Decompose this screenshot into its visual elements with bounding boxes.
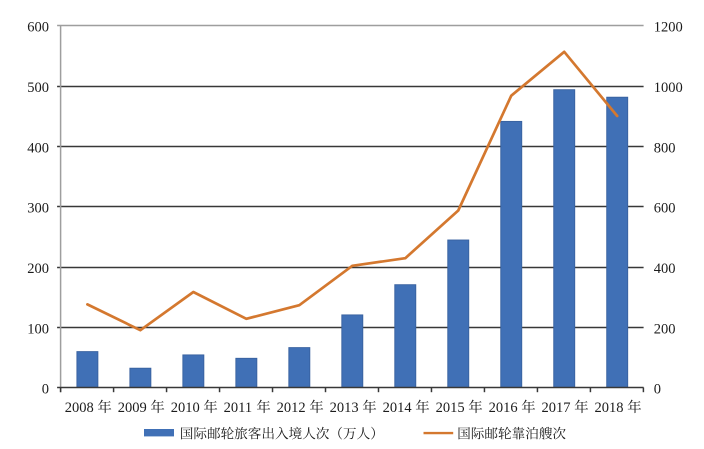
svg-text:200: 200 [654,321,676,337]
svg-text:2013: 2013 [330,400,359,416]
svg-text:2018: 2018 [595,400,624,416]
svg-text:0: 0 [42,382,49,398]
svg-text:1200: 1200 [654,20,683,36]
svg-text:600: 600 [27,20,49,36]
svg-text:2015: 2015 [436,400,465,416]
svg-text:600: 600 [654,201,676,217]
svg-text:0: 0 [654,382,661,398]
svg-text:2016: 2016 [489,400,518,416]
svg-text:2011: 2011 [224,400,252,416]
svg-text:2017: 2017 [542,400,571,416]
svg-text:1000: 1000 [654,80,683,96]
svg-text:800: 800 [654,140,676,156]
svg-text:2010: 2010 [171,400,200,416]
svg-text:2008: 2008 [65,400,94,416]
svg-text:400: 400 [27,140,49,156]
svg-text:2012: 2012 [277,400,306,416]
svg-text:300: 300 [27,201,49,217]
svg-text:500: 500 [27,80,49,96]
svg-text:2014: 2014 [383,400,413,416]
svg-text:400: 400 [654,261,676,277]
svg-text:2009: 2009 [118,400,147,416]
svg-text:200: 200 [27,261,49,277]
svg-text:100: 100 [27,321,49,337]
